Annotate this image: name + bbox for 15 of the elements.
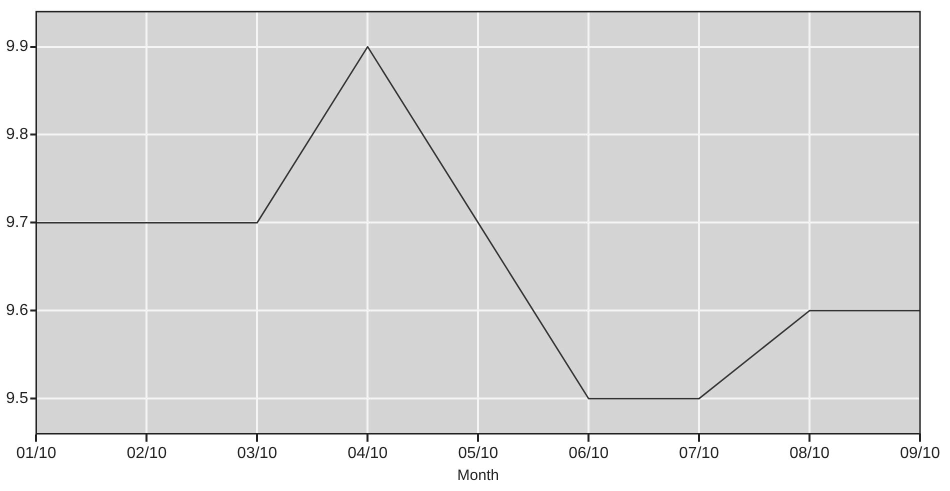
y-tick-label: 9.5 [6,390,28,408]
x-tick-label: 07/10 [679,444,720,462]
x-axis-title: Month [457,467,499,484]
y-tick-label: 9.9 [6,38,28,56]
x-tick-label: 01/10 [16,444,56,462]
x-tick-label: 04/10 [348,444,388,462]
y-tick-label: 9.7 [6,214,28,232]
x-tick-label: 08/10 [790,444,830,462]
x-tick-label: 03/10 [237,444,278,462]
x-tick-label: 05/10 [458,444,498,462]
y-tick-label: 9.8 [6,126,28,144]
x-tick-label: 02/10 [126,444,167,462]
x-tick-label: 06/10 [568,444,609,462]
y-tick-label: 9.6 [6,302,28,320]
x-tick-label: 09/10 [900,444,940,462]
